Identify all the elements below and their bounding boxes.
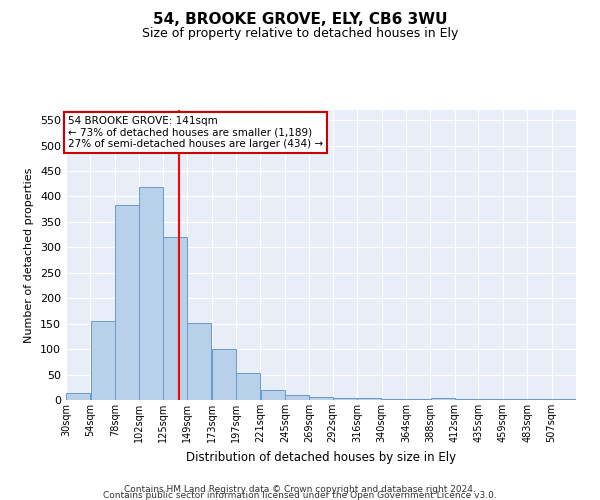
Bar [187, 322, 211, 400]
Y-axis label: Number of detached properties: Number of detached properties [25, 168, 34, 342]
Bar [285, 395, 309, 400]
Bar [333, 398, 357, 400]
Bar [552, 399, 576, 400]
Bar [431, 398, 455, 400]
Text: Contains HM Land Registry data © Crown copyright and database right 2024.: Contains HM Land Registry data © Crown c… [124, 485, 476, 494]
Bar [406, 399, 430, 400]
Bar [163, 237, 187, 400]
Bar [212, 349, 236, 400]
Bar [91, 321, 115, 400]
Text: Size of property relative to detached houses in Ely: Size of property relative to detached ho… [142, 28, 458, 40]
Bar [236, 372, 260, 400]
Bar [382, 399, 406, 400]
Bar [527, 399, 551, 400]
Text: Distribution of detached houses by size in Ely: Distribution of detached houses by size … [186, 451, 456, 464]
Bar [66, 394, 90, 400]
Text: 54 BROOKE GROVE: 141sqm
← 73% of detached houses are smaller (1,189)
27% of semi: 54 BROOKE GROVE: 141sqm ← 73% of detache… [68, 116, 323, 150]
Bar [478, 399, 503, 400]
Bar [260, 390, 285, 400]
Text: 54, BROOKE GROVE, ELY, CB6 3WU: 54, BROOKE GROVE, ELY, CB6 3WU [153, 12, 447, 28]
Text: Contains public sector information licensed under the Open Government Licence v3: Contains public sector information licen… [103, 491, 497, 500]
Bar [139, 187, 163, 400]
Bar [357, 398, 382, 400]
Bar [310, 398, 332, 400]
Bar [115, 205, 139, 400]
